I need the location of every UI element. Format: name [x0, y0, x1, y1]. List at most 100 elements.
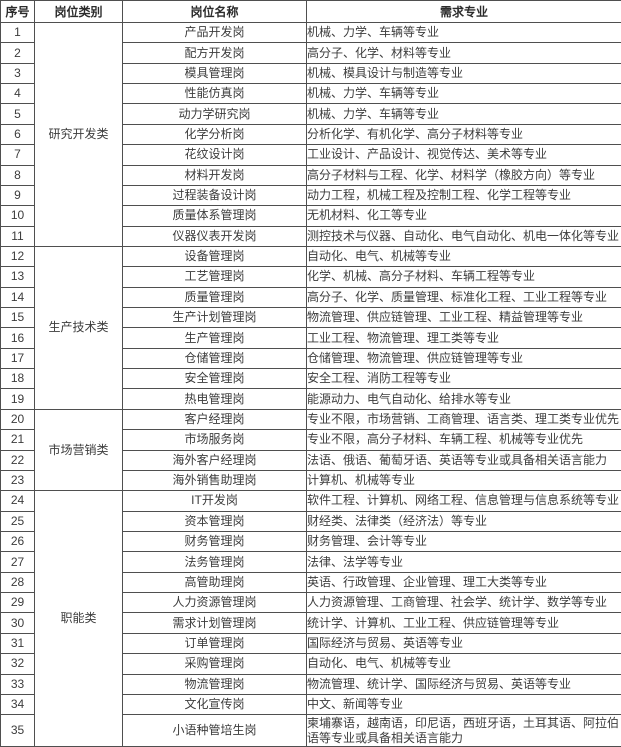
cell-majors: 动力工程，机械工程及控制工程、化学工程等专业: [306, 184, 621, 207]
cell-majors: 柬埔寨语，越南语，印尼语，西班牙语，土耳其语、阿拉伯语等专业或具备相关语言能力: [306, 714, 621, 747]
cell-position: 资本管理岗: [122, 510, 307, 532]
cell-position: 设备管理岗: [122, 245, 307, 268]
cell-position: 法务管理岗: [122, 551, 307, 573]
cell-majors: 物流管理、供应链管理、工业工程、精益管理等专业: [306, 307, 621, 329]
cell-position: 物流管理岗: [122, 673, 307, 695]
cell-majors: 高分子材料与工程、化学、材料学（橡胶方向）等专业: [306, 164, 621, 186]
cell-category-merged: 市场营销类: [34, 408, 123, 492]
cell-majors: 化学、机械、高分子材料、车辆工程等专业: [306, 266, 621, 288]
cell-serial: 31: [0, 632, 35, 655]
cell-serial: 33: [0, 673, 35, 695]
cell-majors: 物流管理、统计学、国际经济与贸易、英语等专业: [306, 673, 621, 695]
cell-serial: 5: [0, 103, 35, 125]
table-row: 1 研究开发类 产品开发岗 机械、力学、车辆等专业: [0, 21, 621, 247]
table-row: 6 化学分析岗 分析化学、有机化学、高分子材料等专业: [0, 123, 621, 146]
cell-serial: 11: [0, 225, 35, 247]
header-category: 岗位类别: [34, 0, 123, 23]
cell-serial: 12: [0, 245, 35, 268]
cell-position: 生产管理岗: [122, 327, 307, 349]
cell-serial: 26: [0, 530, 35, 553]
cell-majors: 仓储管理、物流管理、供应链管理等专业: [306, 347, 621, 370]
cell-position: 性能仿真岗: [122, 83, 307, 105]
cell-majors: 安全工程、消防工程等专业: [306, 368, 621, 390]
table-row: 32 采购管理岗 自动化、电气、机械等专业: [0, 653, 621, 675]
cell-serial: 1: [0, 21, 35, 44]
cell-position: 客户经理岗: [122, 408, 307, 431]
cell-majors: 财务管理、会计等专业: [306, 530, 621, 553]
cell-position: 海外销售助理岗: [122, 469, 307, 492]
cell-position: 采购管理岗: [122, 653, 307, 675]
cell-serial: 3: [0, 62, 35, 85]
cell-position: 过程装备设计岗: [122, 184, 307, 207]
table-row: 10 质量体系管理岗 无机材料、化工等专业: [0, 205, 621, 227]
cell-position: 文化宣传岗: [122, 693, 307, 716]
cell-serial: 21: [0, 429, 35, 451]
cell-majors: 机械、模具设计与制造等专业: [306, 62, 621, 85]
table-row: 4 性能仿真岗 机械、力学、车辆等专业: [0, 83, 621, 105]
cell-serial: 14: [0, 286, 35, 309]
cell-position: 花纹设计岗: [122, 144, 307, 166]
table-row: 31 订单管理岗 国际经济与贸易、英语等专业: [0, 632, 621, 655]
cell-position: 人力资源管理岗: [122, 592, 307, 614]
cell-serial: 17: [0, 347, 35, 370]
cell-majors: 计算机、机械等专业: [306, 469, 621, 492]
cell-position: 高管助理岗: [122, 571, 307, 594]
cell-serial: 30: [0, 612, 35, 634]
header-position: 岗位名称: [122, 0, 307, 23]
cell-majors: 自动化、电气、机械等专业: [306, 245, 621, 268]
cell-position: 材料开发岗: [122, 164, 307, 186]
table-row: 20 市场营销类 客户经理岗 专业不限，市场营销、工商管理、语言类、理工类专业优先: [0, 408, 621, 492]
table-row: 28 高管助理岗 英语、行政管理、企业管理、理工大类等专业: [0, 571, 621, 594]
cell-majors: 统计学、计算机、工业工程、供应链管理等专业: [306, 612, 621, 634]
cell-position: 质量管理岗: [122, 286, 307, 309]
cell-position: 订单管理岗: [122, 632, 307, 655]
cell-serial: 19: [0, 388, 35, 410]
cell-majors: 高分子、化学、质量管理、标准化工程、工业工程等专业: [306, 286, 621, 309]
cell-category-merged: 生产技术类: [34, 245, 123, 410]
cell-position: 动力学研究岗: [122, 103, 307, 125]
cell-majors: 财经类、法律类（经济法）等专业: [306, 510, 621, 532]
cell-position: 安全管理岗: [122, 368, 307, 390]
header-serial: 序号: [0, 0, 35, 23]
cell-serial: 7: [0, 144, 35, 166]
cell-serial: 28: [0, 571, 35, 594]
cell-majors: 英语、行政管理、企业管理、理工大类等专业: [306, 571, 621, 594]
table-row: 9 过程装备设计岗 动力工程，机械工程及控制工程、化学工程等专业: [0, 184, 621, 207]
cell-serial: 18: [0, 368, 35, 390]
table-row: 25 资本管理岗 财经类、法律类（经济法）等专业: [0, 510, 621, 532]
cell-serial: 29: [0, 592, 35, 614]
cell-position: 热电管理岗: [122, 388, 307, 410]
cell-serial: 24: [0, 490, 35, 512]
cell-position: 生产计划管理岗: [122, 307, 307, 329]
cell-majors: 能源动力、电气自动化、给排水等专业: [306, 388, 621, 410]
cell-position: 海外客户经理岗: [122, 449, 307, 471]
table-row: 15 生产计划管理岗 物流管理、供应链管理、工业工程、精益管理等专业: [0, 307, 621, 329]
cell-position: 工艺管理岗: [122, 266, 307, 288]
cell-majors: 高分子、化学、材料等专业: [306, 42, 621, 64]
cell-position: 需求计划管理岗: [122, 612, 307, 634]
cell-majors: 中文、新闻等专业: [306, 693, 621, 716]
cell-majors: 软件工程、计算机、网络工程、信息管理与信息系统等专业: [306, 490, 621, 512]
cell-serial: 8: [0, 164, 35, 186]
cell-majors: 人力资源管理、工商管理、社会学、统计学、数学等专业: [306, 592, 621, 614]
table-row: 12 生产技术类 设备管理岗 自动化、电气、机械等专业: [0, 245, 621, 410]
cell-serial: 6: [0, 123, 35, 146]
table-row: 8 材料开发岗 高分子材料与工程、化学、材料学（橡胶方向）等专业: [0, 164, 621, 186]
cell-serial: 25: [0, 510, 35, 532]
cell-majors: 分析化学、有机化学、高分子材料等专业: [306, 123, 621, 146]
cell-serial: 2: [0, 42, 35, 64]
table-row: 16 生产管理岗 工业工程、物流管理、理工类等专业: [0, 327, 621, 349]
cell-majors: 法语、俄语、葡萄牙语、英语等专业或具备相关语言能力: [306, 449, 621, 471]
cell-majors: 专业不限，高分子材料、车辆工程、机械等专业优先: [306, 429, 621, 451]
cell-serial: 15: [0, 307, 35, 329]
cell-position: 仪器仪表开发岗: [122, 225, 307, 247]
cell-majors: 机械、力学、车辆等专业: [306, 21, 621, 44]
cell-position: 产品开发岗: [122, 21, 307, 44]
cell-serial: 22: [0, 449, 35, 471]
table-row: 34 文化宣传岗 中文、新闻等专业: [0, 693, 621, 716]
cell-serial: 35: [0, 714, 35, 747]
cell-position: 化学分析岗: [122, 123, 307, 146]
header-majors: 需求专业: [306, 0, 621, 23]
cell-majors: 无机材料、化工等专业: [306, 205, 621, 227]
cell-majors: 工业工程、物流管理、理工类等专业: [306, 327, 621, 349]
